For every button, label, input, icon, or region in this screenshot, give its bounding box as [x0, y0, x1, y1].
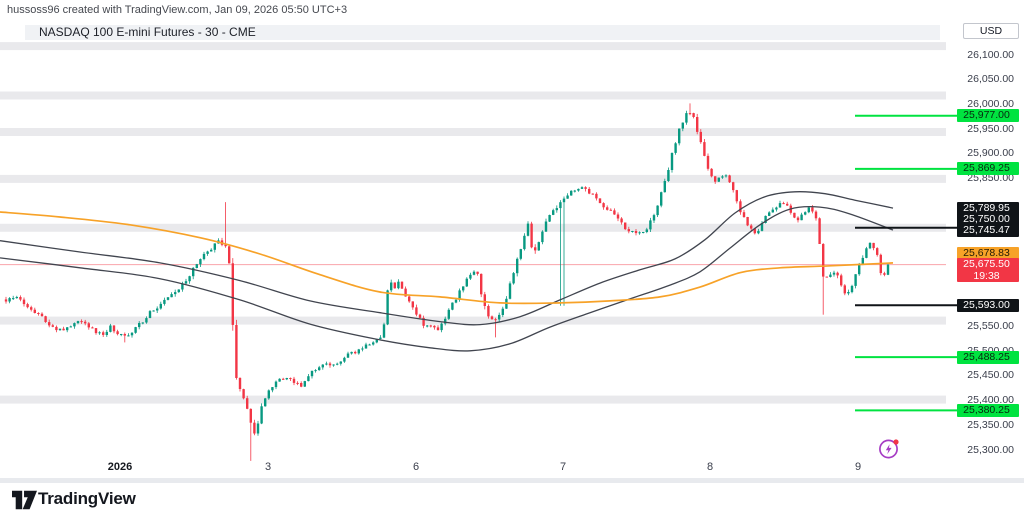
- bar-countdown: 19:38: [973, 270, 1000, 282]
- price-tick-label: 25,300.00: [967, 443, 1014, 456]
- time-tick-label: 2026: [107, 461, 133, 473]
- level-price-label-black: 25,750.00: [957, 212, 1019, 226]
- tradingview-logo-icon[interactable]: [12, 490, 37, 510]
- level-price-label-green: 25,977.00: [957, 109, 1019, 123]
- ma-upper-line: [0, 191, 894, 326]
- indicator-price-label: 25,745.47: [957, 223, 1019, 237]
- level-price-label-black: 25,593.00: [957, 298, 1019, 312]
- level-price-label-green: 25,380.25: [957, 403, 1019, 417]
- sr-band: [0, 316, 946, 325]
- price-tick-label: 26,100.00: [967, 48, 1014, 61]
- ma-lower-line: [0, 205, 894, 352]
- time-tick-label: 8: [706, 461, 714, 473]
- sr-band: [0, 91, 946, 100]
- level-price-label-green: 25,869.25: [957, 162, 1019, 176]
- price-tick-label: 25,350.00: [967, 418, 1014, 431]
- sr-band: [0, 223, 946, 232]
- last-price-value: 25,675.50: [963, 258, 1010, 270]
- ma-orange-line: [0, 211, 894, 305]
- time-tick-label: 6: [412, 461, 420, 473]
- price-tick-label: 25,550.00: [967, 320, 1014, 333]
- price-tick-label: 25,950.00: [967, 122, 1014, 135]
- currency-button[interactable]: USD: [963, 23, 1019, 39]
- sr-band: [0, 174, 946, 183]
- sr-band: [0, 128, 946, 136]
- last-price-label: 25,675.50 19:38: [957, 258, 1019, 282]
- flash-icon[interactable]: [876, 436, 902, 462]
- time-tick-label: 3: [264, 461, 272, 473]
- attribution-text: hussoss96 created with TradingView.com, …: [7, 4, 348, 16]
- indicator-price-label: 25,678.83: [957, 246, 1019, 260]
- time-tick-label: 9: [854, 461, 862, 473]
- chart-title: NASDAQ 100 E-mini Futures - 30 - CME: [39, 25, 256, 39]
- sr-band: [0, 42, 946, 51]
- sr-band: [0, 395, 946, 404]
- pane-separator: [0, 478, 1024, 483]
- price-tick-label: 26,000.00: [967, 97, 1014, 110]
- price-tick-label: 25,900.00: [967, 147, 1014, 160]
- time-tick-label: 7: [559, 461, 567, 473]
- indicator-price-label: 25,789.95: [957, 201, 1019, 215]
- price-tick-label: 25,450.00: [967, 369, 1014, 382]
- price-tick-label: 25,400.00: [967, 394, 1014, 407]
- tradingview-wordmark[interactable]: TradingView: [38, 489, 136, 508]
- candles: [4, 103, 890, 461]
- price-tick-label: 26,050.00: [967, 73, 1014, 86]
- level-price-label-green: 25,488.25: [957, 350, 1019, 364]
- chart-title-bar: NASDAQ 100 E-mini Futures - 30 - CME: [25, 25, 940, 40]
